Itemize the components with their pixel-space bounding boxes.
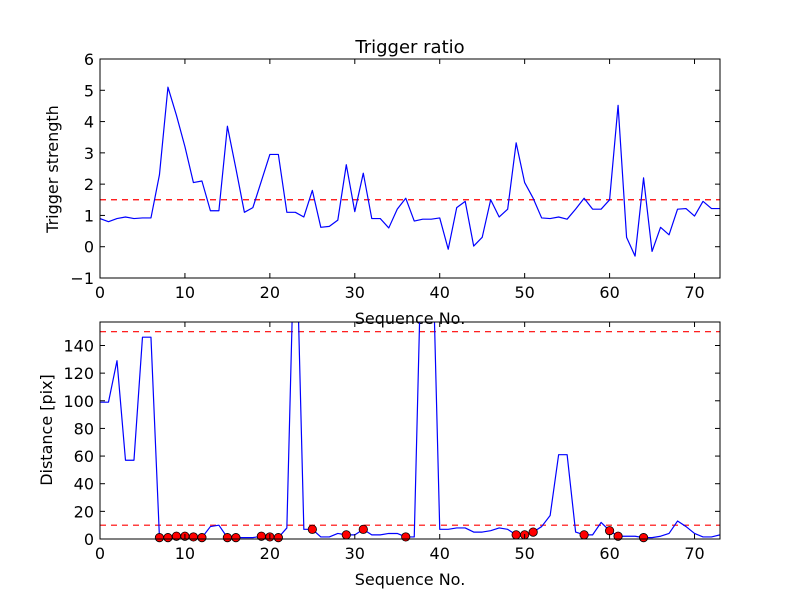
bottom-chart-marker-point	[154, 533, 165, 543]
bottom-chart-threshold-layer	[100, 331, 720, 526]
top-chart-x-tick-label: 70	[684, 283, 704, 302]
top-chart-series-line-0	[100, 86, 720, 257]
bottom-chart-marker-point	[222, 533, 232, 543]
bottom-chart-marker-point	[613, 531, 623, 541]
top-chart-title: Trigger ratio	[354, 37, 464, 58]
bottom-chart-x-tick-label: 60	[599, 544, 619, 563]
bottom-chart-y-ticks: 0 20 40 60 80 100 120 140	[63, 336, 720, 549]
bottom-chart-x-tick-label: 30	[345, 544, 365, 563]
top-chart-x-tick-label: 60	[599, 283, 619, 302]
bottom-chart-marker-point	[604, 526, 615, 536]
top-chart-y-tick-label: 1	[84, 206, 94, 225]
top-chart-x-tick-label: 40	[430, 283, 450, 302]
bottom-chart-x-tick-label: 50	[514, 544, 534, 563]
bottom-chart-y-tick-label: 40	[74, 475, 94, 494]
top-chart-x-tick-label: 50	[514, 283, 534, 302]
bottom-chart-x-ticks: 0 10 20 30 40 50 60 70	[95, 322, 705, 563]
bottom-chart-marker-point	[163, 533, 173, 543]
bottom-chart-x-tick-label: 70	[684, 544, 704, 563]
top-chart-y-tick-label: 0	[84, 238, 94, 257]
top-chart-y-tick-label: −1	[70, 269, 94, 288]
bottom-chart-marker-point	[579, 530, 589, 540]
bottom-chart-marker-layer	[154, 524, 649, 543]
top-chart-x-ticks: 0 10 20 30 40 50 60 70	[95, 59, 705, 302]
bottom-chart-marker-point	[341, 530, 351, 540]
bottom-chart-marker-point	[231, 533, 241, 543]
bottom-chart-marker-point	[197, 533, 207, 543]
top-chart-series-layer	[100, 86, 720, 257]
bottom-chart: 0 10 20 30 40 50 60 70 0 20 40 60 80 100 120 140 Seque…	[37, 321, 721, 589]
top-chart-y-tick-label: 5	[84, 81, 94, 100]
bottom-chart-y-tick-label: 20	[74, 502, 94, 521]
bottom-chart-marker-point	[528, 527, 538, 537]
top-chart-y-axis-label: Trigger strength	[43, 105, 62, 234]
top-chart-x-tick-label: 30	[345, 283, 365, 302]
top-chart-x-tick-label: 20	[260, 283, 280, 302]
bottom-chart-marker-point	[358, 524, 368, 534]
bottom-chart-y-tick-label: 100	[63, 392, 94, 411]
top-chart-x-axis-label: Sequence No.	[355, 309, 466, 328]
top-chart-x-tick-label: 10	[175, 283, 195, 302]
bottom-chart-marker-point	[188, 532, 199, 542]
bottom-chart-marker-point	[511, 530, 521, 540]
top-chart-x-tick-label: 0	[95, 283, 105, 302]
bottom-chart-y-tick-label: 80	[74, 419, 94, 438]
bottom-chart-x-tick-label: 40	[430, 544, 450, 563]
bottom-chart-marker-point	[307, 524, 317, 534]
bottom-chart-y-tick-label: 120	[63, 364, 94, 383]
top-chart-y-tick-label: 2	[84, 175, 94, 194]
bottom-chart-marker-point	[638, 533, 649, 543]
bottom-chart-y-tick-label: 60	[74, 447, 94, 466]
bottom-chart-y-tick-label: 140	[63, 336, 94, 355]
top-chart-frame	[99, 58, 721, 279]
bottom-chart-x-tick-label: 10	[175, 544, 195, 563]
bottom-chart-marker-point	[273, 533, 283, 543]
top-chart-y-tick-label: 6	[84, 50, 94, 69]
bottom-chart-marker-point	[401, 532, 411, 542]
bottom-chart-x-tick-label: 0	[95, 544, 105, 563]
top-chart-y-tick-label: 4	[84, 113, 94, 132]
bottom-chart-frame	[99, 321, 721, 540]
bottom-chart-y-axis-label: Distance [pix]	[37, 374, 56, 486]
top-chart-y-ticks: −1 0 1 2 3 4 5 6	[70, 50, 720, 288]
bottom-chart-y-tick-label: 0	[84, 530, 94, 549]
bottom-chart-x-axis-label: Sequence No.	[355, 570, 466, 589]
bottom-chart-x-tick-label: 20	[260, 544, 280, 563]
top-chart: Trigger ratio 0 10 20 30 40 50 60 70 −10123456 …	[43, 37, 721, 328]
top-chart-y-tick-label: 3	[84, 144, 94, 163]
